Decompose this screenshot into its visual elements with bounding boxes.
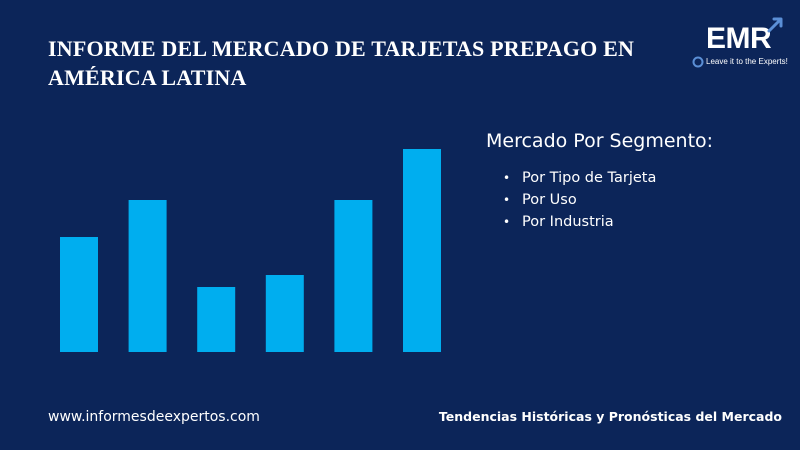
- page-title: INFORME DEL MERCADO DE TARJETAS PREPAGO …: [48, 34, 648, 92]
- segment-heading: Mercado Por Segmento:: [486, 130, 714, 152]
- bar: [60, 237, 98, 352]
- bullet-icon: •: [503, 215, 511, 229]
- logo-badge-icon: [692, 56, 704, 68]
- segment-item: • Por Industria: [503, 211, 656, 233]
- logo-text: EMR: [706, 22, 772, 55]
- footer-tagline: Tendencias Históricas y Pronósticas del …: [438, 409, 782, 424]
- segment-item: • Por Tipo de Tarjeta: [503, 167, 656, 189]
- page-title-line-1: INFORME DEL MERCADO DE TARJETAS PREPAGO …: [48, 36, 635, 61]
- growth-arrow-icon: [767, 17, 783, 33]
- emr-logo: EMR Leave it to the Experts!: [688, 17, 788, 74]
- bullet-icon: •: [503, 171, 511, 185]
- bar: [265, 275, 304, 352]
- bar-chart: [60, 149, 441, 352]
- segment-item: • Por Uso: [503, 189, 656, 211]
- segment-item-label: Por Uso: [522, 192, 577, 208]
- website-url: www.informesdeexpertos.com: [48, 409, 260, 425]
- segment-item-label: Por Industria: [522, 214, 614, 230]
- page-title-line-2: AMÉRICA LATINA: [48, 65, 247, 90]
- segment-list: • Por Tipo de Tarjeta • Por Uso • Por Industr…: [503, 167, 656, 233]
- bar: [197, 287, 236, 352]
- bullet-icon: •: [503, 193, 511, 207]
- bar: [128, 200, 167, 352]
- bar: [403, 149, 441, 352]
- logo-tagline: Leave it to the Experts!: [706, 57, 788, 66]
- segment-item-label: Por Tipo de Tarjeta: [522, 170, 657, 186]
- bar: [334, 200, 373, 352]
